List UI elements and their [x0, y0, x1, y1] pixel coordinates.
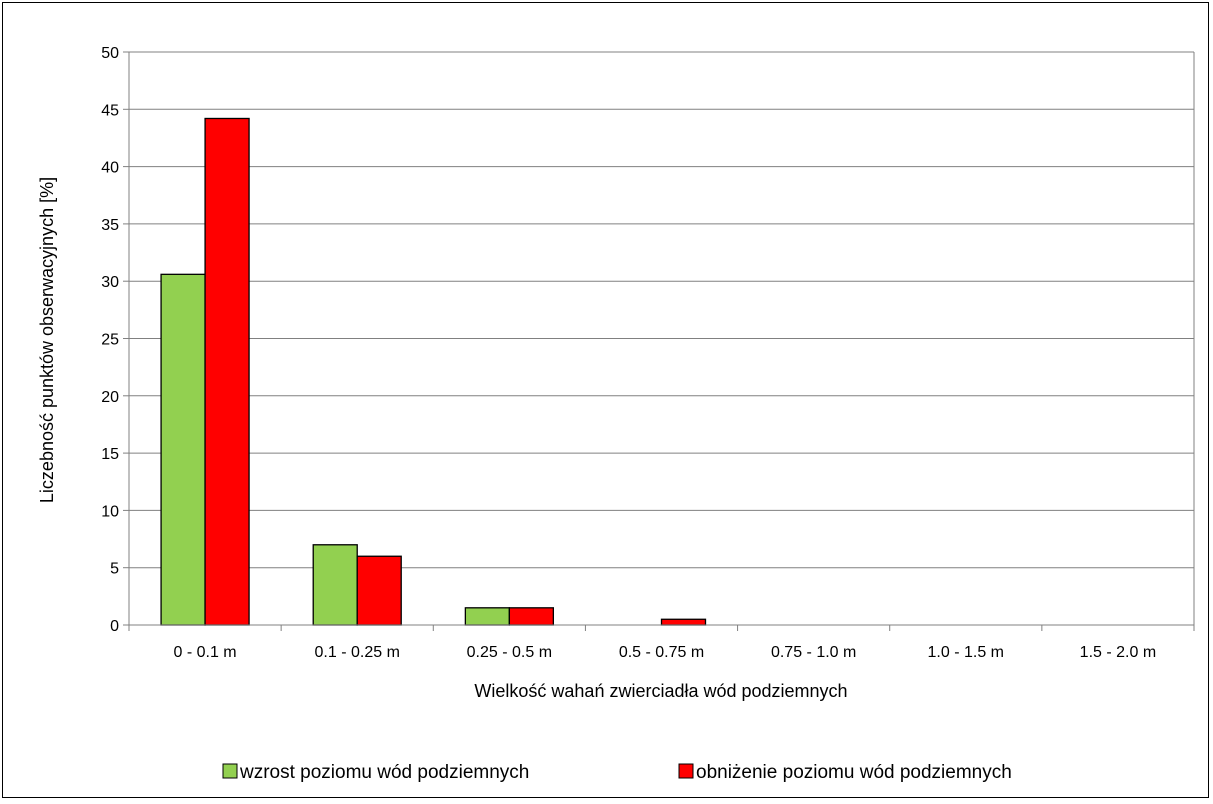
y-tick-label: 10	[101, 503, 119, 520]
x-tick-label: 1.5 - 2.0 m	[1080, 644, 1156, 661]
bar-chart: 0 5 10 15 20 25 30 35 40 45 50 0 - 0.1 m 0.1 - 0.25…	[37, 45, 1195, 783]
y-axis-title: Liczebność punktów obserwacyjnych [%]	[37, 177, 57, 503]
y-tick-label: 25	[101, 332, 119, 349]
legend-swatch-obnizenie	[678, 763, 694, 779]
x-axis-title: Wielkość wahań zwierciadła wód podziemny…	[474, 681, 847, 701]
x-tick-label: 0.5 - 0.75 m	[619, 644, 704, 661]
bar-wzrost	[160, 273, 206, 626]
x-tick-label: 0 - 0.1 m	[174, 644, 237, 661]
legend-label-wzrost: wzrost poziomu wód podziemnych	[239, 762, 529, 783]
y-tick-label: 15	[101, 446, 119, 463]
x-tick-label: 0.75 - 1.0 m	[771, 644, 856, 661]
x-tick-labels: 0 - 0.1 m 0.1 - 0.25 m 0.25 - 0.5 m 0.5 - 0…	[174, 644, 1157, 661]
legend-swatch-wzrost	[222, 763, 238, 779]
y-tick-labels: 0 5 10 15 20 25 30 35 40 45 50	[101, 45, 119, 635]
axes	[123, 51, 1195, 631]
y-tick-label: 35	[101, 217, 119, 234]
bar-obnizenie	[204, 117, 250, 626]
gridlines	[129, 51, 1194, 569]
y-tick-label: 5	[110, 561, 119, 578]
y-tick-label: 50	[101, 45, 119, 62]
y-tick-label: 20	[101, 389, 119, 406]
bars	[160, 117, 707, 626]
bar-wzrost	[464, 607, 511, 626]
x-tick-label: 1.0 - 1.5 m	[928, 644, 1004, 661]
legend: wzrost poziomu wód podziemnych obniżenie…	[222, 762, 1012, 783]
bar-obnizenie	[660, 618, 707, 626]
legend-label-obnizenie: obniżenie poziomu wód podziemnych	[696, 762, 1012, 783]
y-tick-label: 0	[110, 618, 119, 635]
y-tick-label: 30	[101, 274, 119, 291]
y-tick-label: 40	[101, 160, 119, 177]
x-tick-label: 0.25 - 0.5 m	[467, 644, 552, 661]
bar-wzrost	[312, 544, 358, 626]
bar-obnizenie	[508, 607, 555, 626]
bar-obnizenie	[356, 555, 402, 626]
y-tick-label: 45	[101, 102, 119, 119]
x-tick-label: 0.1 - 0.25 m	[315, 644, 400, 661]
